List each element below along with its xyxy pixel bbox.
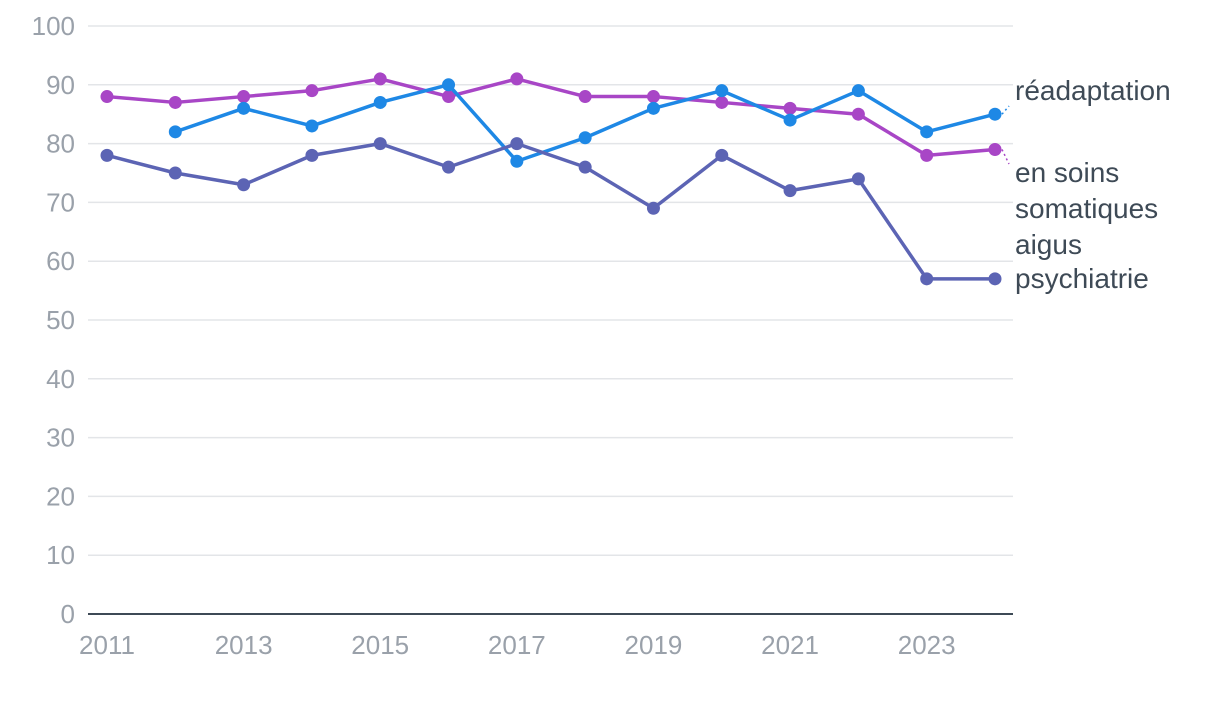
- data-point: [373, 95, 387, 109]
- data-point: [920, 148, 934, 162]
- x-tick-label: 2013: [215, 630, 273, 660]
- series-psychiatrie: [100, 137, 1002, 286]
- data-point: [988, 142, 1002, 156]
- y-tick-label: 60: [46, 246, 75, 276]
- x-tick-label: 2021: [761, 630, 819, 660]
- data-point: [578, 131, 592, 145]
- data-point: [646, 101, 660, 115]
- x-tick-label: 2015: [351, 630, 409, 660]
- series-labels: réadaptation en soins somatiques aiguspsych…: [1001, 75, 1171, 294]
- data-point: [988, 107, 1002, 121]
- data-point: [510, 72, 524, 86]
- series-readaptation: [168, 78, 1002, 168]
- data-point: [442, 160, 456, 174]
- data-point: [715, 84, 729, 98]
- data-point: [783, 184, 797, 198]
- data-point: [305, 84, 319, 98]
- x-axis-ticks: 2011 2013 2015 2017 2019 2021 2023: [79, 630, 956, 660]
- data-point: [646, 90, 660, 104]
- series-label-readaptation: réadaptation: [1001, 75, 1171, 115]
- data-point: [783, 113, 797, 127]
- label-leader: [1001, 105, 1010, 115]
- series-label-line: psychiatrie: [1015, 263, 1149, 294]
- data-point: [237, 101, 251, 115]
- x-tick-label: 2011: [79, 630, 135, 660]
- data-point: [851, 84, 865, 98]
- data-point: [578, 160, 592, 174]
- y-tick-label: 20: [46, 481, 75, 511]
- data-point: [783, 101, 797, 115]
- y-tick-label: 40: [46, 364, 75, 394]
- series-line: [105, 141, 997, 281]
- data-point: [715, 95, 729, 109]
- data-point: [920, 125, 934, 139]
- data-point: [920, 272, 934, 286]
- series-label-psychiatrie: psychiatrie: [1015, 263, 1149, 294]
- data-point: [237, 90, 251, 104]
- data-point: [373, 137, 387, 151]
- data-point: [851, 172, 865, 186]
- y-tick-label: 50: [46, 305, 75, 335]
- data-point: [168, 125, 182, 139]
- data-point: [168, 95, 182, 109]
- data-point: [510, 154, 524, 168]
- data-point: [510, 137, 524, 151]
- data-point: [578, 90, 592, 104]
- y-tick-label: 100: [32, 11, 75, 41]
- data-point: [646, 201, 660, 215]
- series-label-line: somatiques: [1015, 193, 1158, 224]
- series-line: [105, 77, 997, 158]
- series-label-line: réadaptation: [1015, 75, 1171, 106]
- y-tick-label: 80: [46, 129, 75, 159]
- y-tick-label: 30: [46, 423, 75, 453]
- series-label-line: en soins: [1015, 157, 1119, 188]
- y-tick-label: 90: [46, 70, 75, 100]
- data-point: [305, 148, 319, 162]
- data-point: [988, 272, 1002, 286]
- data-point: [237, 178, 251, 192]
- data-point: [442, 90, 456, 104]
- data-point: [100, 148, 114, 162]
- data-point: [851, 107, 865, 121]
- series: [100, 72, 1002, 286]
- label-leader: [1001, 149, 1010, 165]
- data-point: [373, 72, 387, 86]
- y-tick-label: 0: [61, 599, 75, 629]
- data-point: [305, 119, 319, 133]
- data-point: [168, 166, 182, 180]
- y-tick-label: 70: [46, 187, 75, 217]
- series-en-soins-somatiques-aigus: [100, 72, 1002, 162]
- data-point: [715, 148, 729, 162]
- y-axis-ticks: 0 10 20 30 40 50 60 70 80 90 100: [32, 11, 75, 629]
- x-tick-label: 2023: [898, 630, 956, 660]
- data-point: [442, 78, 456, 92]
- gridlines: [88, 25, 1013, 556]
- series-label-en-soins-somatiques-aigus: en soins somatiques aigus: [1001, 149, 1158, 260]
- y-tick-label: 10: [46, 540, 75, 570]
- data-point: [100, 90, 114, 104]
- series-label-line: aigus: [1015, 229, 1082, 260]
- x-tick-label: 2019: [625, 630, 683, 660]
- x-tick-label: 2017: [488, 630, 546, 660]
